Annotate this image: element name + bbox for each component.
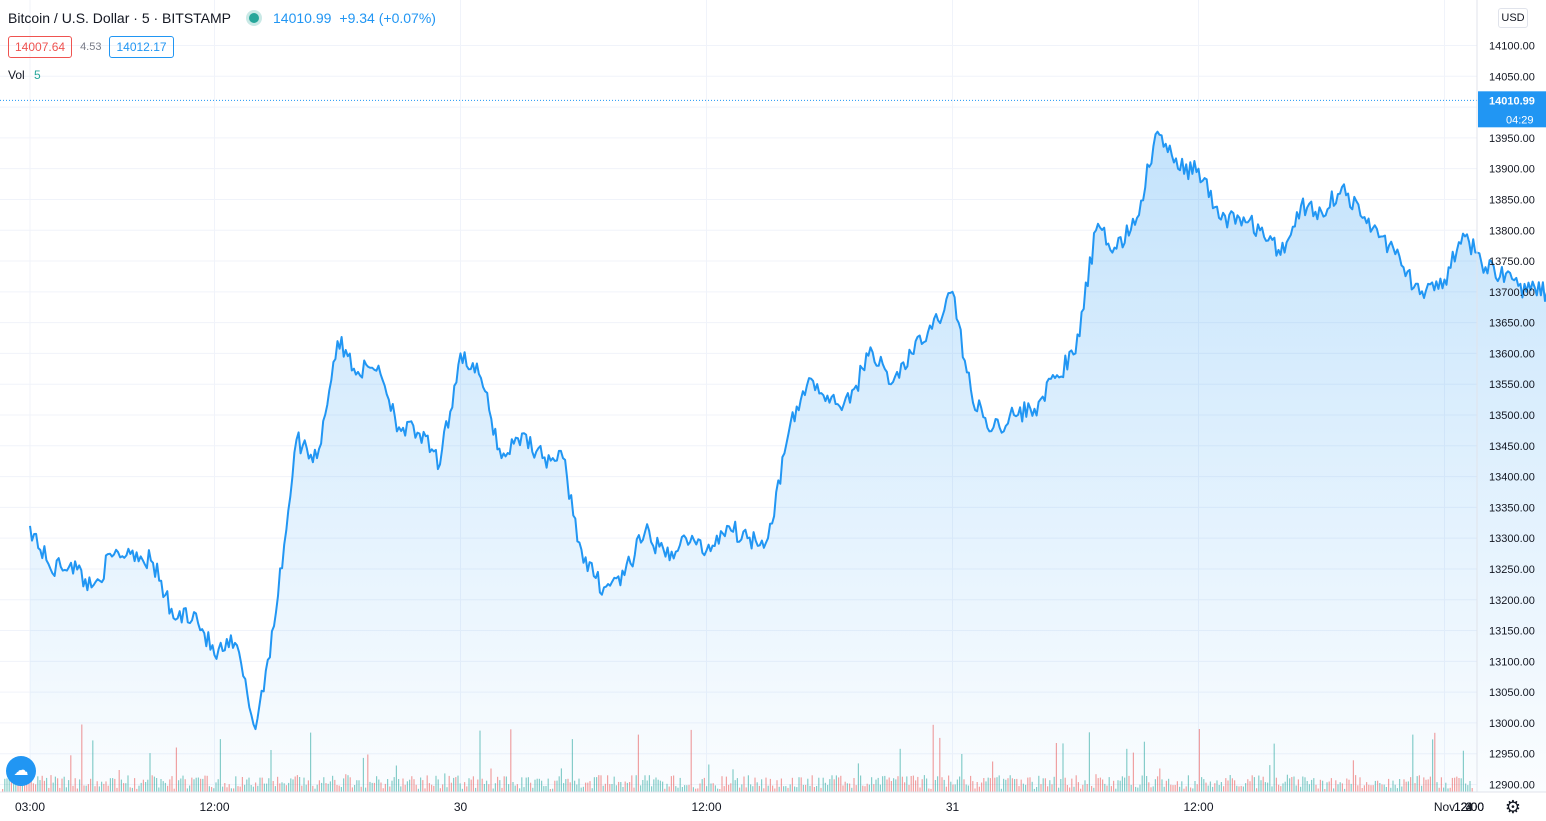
y-tick-label: 13300.00 — [1489, 533, 1535, 545]
last-price: 14010.99 — [273, 10, 332, 26]
bid-ask-quotes: 14007.64 4.53 14012.17 — [8, 36, 174, 58]
y-tick-label: 13450.00 — [1489, 441, 1535, 453]
x-tick-label: Nov — [1434, 800, 1455, 814]
x-tick-label: 12:00 — [199, 800, 229, 814]
x-tick-label: 12:00 — [1454, 800, 1484, 814]
x-tick-label: 12:00 — [1454, 800, 1484, 814]
volume-value: 5 — [34, 68, 41, 82]
y-tick-label: 14100.00 — [1489, 41, 1535, 53]
y-tick-label: 13100.00 — [1489, 656, 1535, 668]
volume-bar — [2, 789, 4, 792]
last-price-axis-value: 14010.99 — [1489, 95, 1535, 107]
volume-bar — [4, 778, 6, 792]
sell-price-button[interactable]: 14007.64 — [8, 36, 73, 58]
buy-price-button[interactable]: 14012.17 — [109, 36, 174, 58]
y-tick-label: 13250.00 — [1489, 564, 1535, 576]
x-tick-label: 12:00 — [1454, 800, 1484, 814]
y-tick-label: 13050.00 — [1489, 687, 1535, 699]
x-tick-label: 12:00 — [691, 800, 721, 814]
y-tick-label: 13900.00 — [1489, 164, 1535, 176]
time-axis[interactable]: 03:00 12:00 30 12:00 31 12:00 Nov12:00212:0031… — [15, 800, 1484, 814]
y-tick-label: 13500.00 — [1489, 410, 1535, 422]
volume-bar — [10, 779, 12, 792]
cloud-logo-icon[interactable]: ☁ — [6, 756, 36, 786]
y-tick-label: 13550.00 — [1489, 379, 1535, 391]
spread-value: 4.53 — [80, 41, 102, 53]
countdown-value: 04:29 — [1506, 114, 1534, 126]
y-tick-label: 13200.00 — [1489, 595, 1535, 607]
y-tick-label: 13850.00 — [1489, 194, 1535, 206]
price-area-fill — [30, 131, 1546, 792]
x-tick-label: 4 — [1466, 800, 1473, 814]
x-tick-label: 03:00 — [15, 800, 45, 814]
volume-bar — [8, 777, 10, 792]
volume-legend[interactable]: Vol 5 — [8, 68, 41, 82]
y-tick-label: 13650.00 — [1489, 318, 1535, 330]
x-tick-label: 3 — [1466, 800, 1473, 814]
volume-bar — [6, 778, 8, 792]
y-tick-label: 13950.00 — [1489, 133, 1535, 145]
y-tick-label: 13150.00 — [1489, 626, 1535, 638]
volume-label: Vol — [8, 68, 25, 82]
symbol-title[interactable]: Bitcoin / U.S. Dollar · 5 · BITSTAMP — [8, 10, 232, 26]
y-tick-label: 13000.00 — [1489, 718, 1535, 730]
volume-bar — [28, 776, 30, 792]
gear-icon[interactable]: ⚙ — [1504, 797, 1522, 817]
x-tick-label: 30 — [454, 800, 468, 814]
last-price-axis-label: 14010.99 04:29 — [1478, 91, 1546, 128]
currency-button[interactable]: USD — [1498, 8, 1528, 28]
y-tick-label: 13400.00 — [1489, 472, 1535, 484]
market-open-status-icon — [249, 13, 260, 23]
price-change: +9.34 (+0.07%) — [339, 10, 436, 26]
last-price-badge — [1478, 91, 1546, 128]
chart-legend: Bitcoin / U.S. Dollar · 5 · BITSTAMP 140… — [8, 10, 436, 26]
y-tick-label: 12900.00 — [1489, 780, 1535, 792]
y-tick-label: 14050.00 — [1489, 71, 1535, 83]
volume-bar — [21, 783, 23, 792]
x-tick-label: 2 — [1466, 800, 1473, 814]
y-tick-label: 13700.00 — [1489, 287, 1535, 299]
y-tick-label: 13800.00 — [1489, 225, 1535, 237]
y-tick-label: 13350.00 — [1489, 502, 1535, 514]
price-line — [29, 130, 1546, 731]
y-tick-label: 13600.00 — [1489, 348, 1535, 360]
y-tick-label: 13750.00 — [1489, 256, 1535, 268]
x-tick-label: 31 — [946, 800, 960, 814]
x-tick-label: 12:00 — [1183, 800, 1213, 814]
volume-bar — [26, 781, 28, 792]
y-tick-label: 12950.00 — [1489, 749, 1535, 761]
